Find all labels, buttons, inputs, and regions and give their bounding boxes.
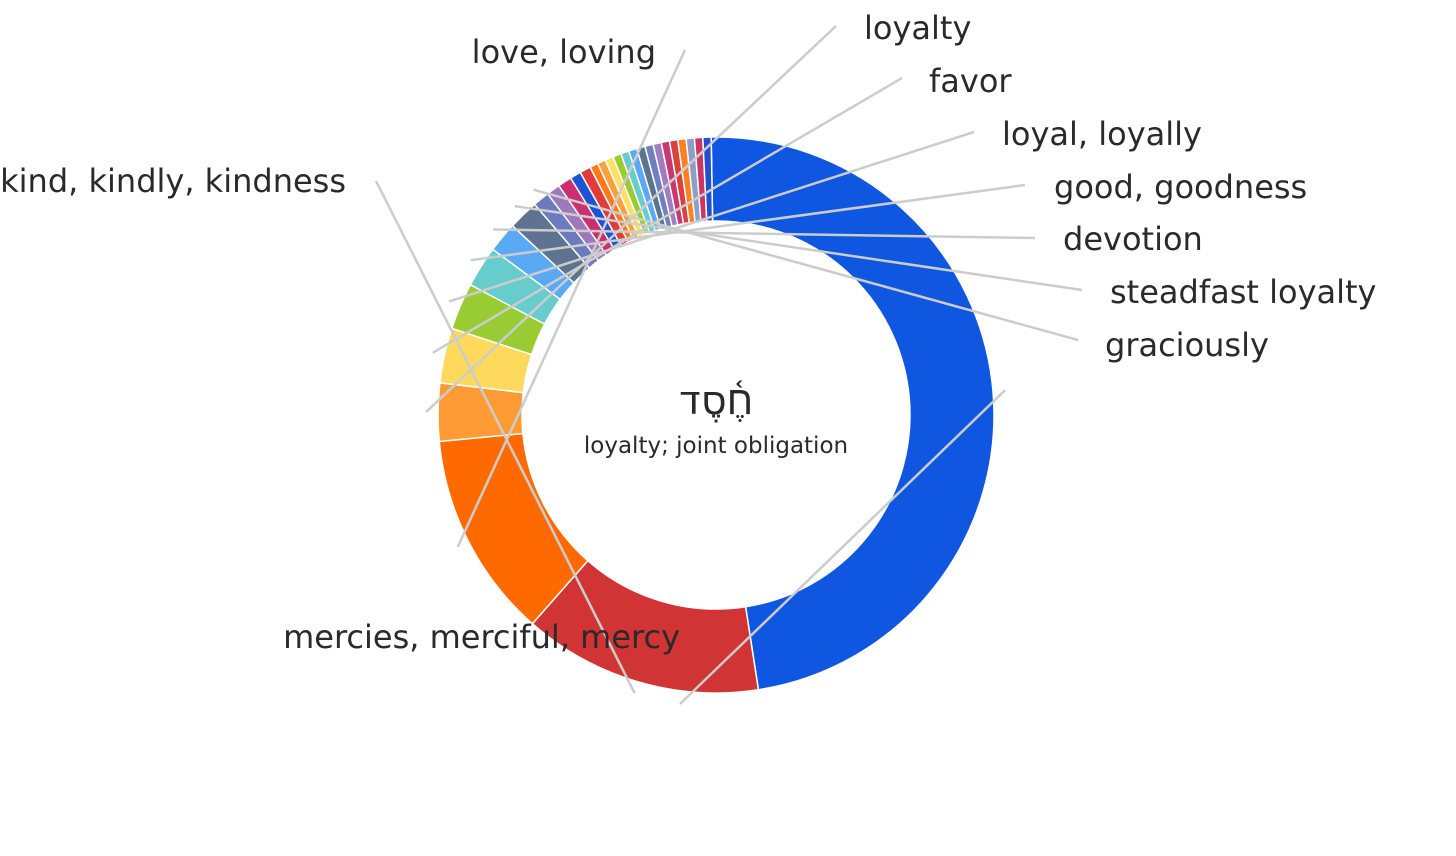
leader-line-8: [514, 204, 1083, 292]
leader-lines-group: [374, 25, 1083, 705]
slice-label-5: loyal, loyally: [1002, 115, 1202, 153]
leader-line-1: [374, 180, 636, 694]
slice-label-0: mercies, merciful, mercy: [283, 618, 680, 656]
leader-line-0: [679, 389, 1006, 705]
leader-line-4: [432, 76, 903, 354]
donut-slice-0: [710, 136, 995, 691]
center-word: חֶ֫סֶד: [679, 378, 753, 424]
leader-line-2: [456, 49, 687, 548]
slice-label-6: good, goodness: [1054, 168, 1307, 206]
donut-slice-28: [701, 136, 714, 223]
slice-label-8: steadfast loyalty: [1110, 273, 1376, 311]
leader-line-3: [425, 25, 837, 413]
leader-line-7: [493, 228, 1036, 240]
slice-label-2: love, loving: [472, 33, 656, 71]
slice-label-1: kind, kindly, kindness: [0, 162, 346, 200]
center-gloss: loyalty; joint obligation: [584, 433, 848, 459]
slice-label-9: graciously: [1105, 326, 1269, 364]
slice-labels-group: mercies, merciful, mercy kind, kindly, ki…: [0, 9, 1376, 656]
leader-line-6: [470, 183, 1026, 262]
slice-label-7: devotion: [1063, 220, 1203, 258]
slice-label-4: favor: [929, 62, 1012, 100]
slice-label-3: loyalty: [864, 9, 971, 47]
leader-line-5: [448, 130, 975, 303]
leader-line-9: [533, 188, 1079, 342]
